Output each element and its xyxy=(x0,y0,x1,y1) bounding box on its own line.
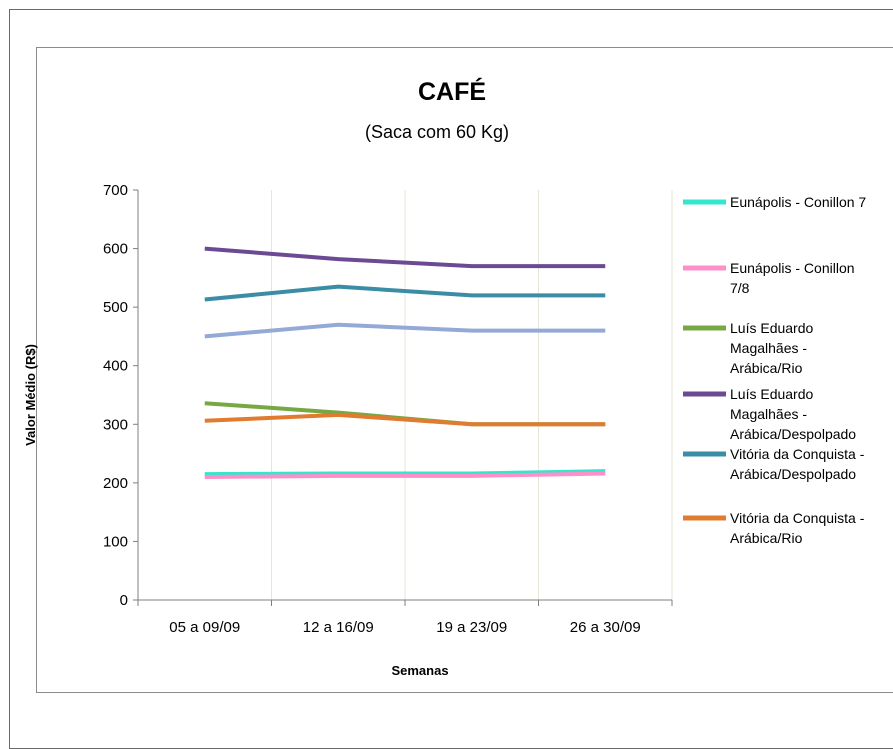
series-line xyxy=(204,471,606,479)
series-line xyxy=(204,322,606,339)
chart-area-frame xyxy=(36,47,893,693)
y-tick-label: 400 xyxy=(103,358,128,375)
legend-label: 7/8 xyxy=(730,280,750,296)
legend-label: Arábica/Despolpado xyxy=(730,466,856,482)
y-tick-label: 700 xyxy=(103,182,128,199)
legend-label: Luís Eduardo xyxy=(730,320,813,336)
legend-label: Vitória da Conquista - xyxy=(730,510,865,526)
chart-title: CAFÉ xyxy=(418,77,486,106)
series-line xyxy=(204,412,606,427)
x-axis-title: Semanas xyxy=(391,663,448,678)
x-tick-label: 19 a 23/09 xyxy=(436,619,507,636)
legend-label: Magalhães - xyxy=(730,340,807,356)
x-tick-label: 12 a 16/09 xyxy=(303,619,374,636)
y-axis-title: Valor Médio (R$) xyxy=(23,344,38,446)
legend-label: Luís Eduardo xyxy=(730,386,813,402)
y-tick-label: 500 xyxy=(103,299,128,316)
y-tick-label: 200 xyxy=(103,475,128,492)
legend-label: Eunápolis - Conillon 7 xyxy=(730,194,866,210)
axes: 0 100 200 300 400 500 600 700 05 a 09/09 12 a 16/… xyxy=(103,182,673,636)
x-tick-label: 26 a 30/09 xyxy=(570,619,641,636)
series-lines xyxy=(204,246,606,479)
y-tick-label: 0 xyxy=(120,592,128,609)
legend-label: Vitória da Conquista - xyxy=(730,446,865,462)
legend-label: Arábica/Rio xyxy=(730,530,803,546)
y-tick-label: 300 xyxy=(103,416,128,433)
y-tick-label: 100 xyxy=(103,533,128,550)
series-line xyxy=(204,284,606,302)
legend-label: Arábica/Despolpado xyxy=(730,426,856,442)
legend-label: Magalhães - xyxy=(730,406,807,422)
series-line xyxy=(204,246,606,269)
legend-label: Arábica/Rio xyxy=(730,360,803,376)
chart-subtitle: (Saca com 60 Kg) xyxy=(365,122,509,142)
y-tick-label: 600 xyxy=(103,241,128,258)
legend: Eunápolis - Conillon 7 Eunápolis - Conill… xyxy=(683,194,866,546)
series-line xyxy=(204,469,606,477)
legend-label: Eunápolis - Conillon xyxy=(730,260,855,276)
grid-lines xyxy=(271,190,673,600)
x-tick-label: 05 a 09/09 xyxy=(169,619,240,636)
